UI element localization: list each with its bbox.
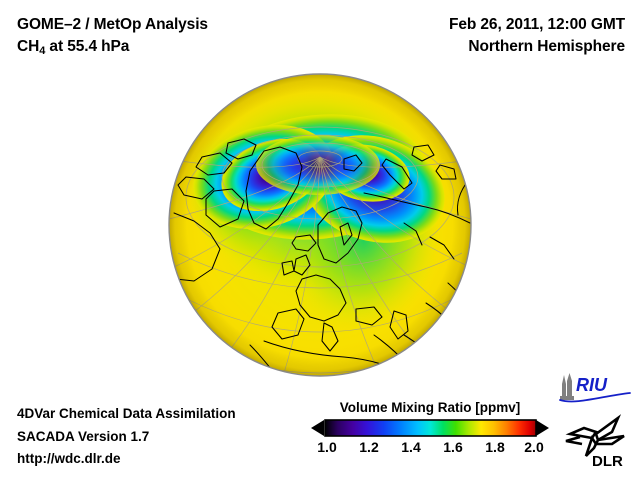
colorbar-band [325, 420, 536, 436]
species-name: CH [17, 38, 40, 55]
globe-outline [168, 73, 472, 377]
dlr-logo-svg: DLR [565, 414, 625, 470]
globe-field [169, 74, 471, 376]
footer-info: 4DVar Chemical Data Assimilation SACADA … [17, 403, 236, 471]
colorbar-arrow-right [536, 420, 549, 436]
colorbar-svg [311, 419, 549, 437]
globe-svg [168, 73, 472, 377]
colorbar-arrow-left [311, 420, 324, 436]
dlr-mark-icon [565, 414, 625, 457]
riu-wordmark: RIU [576, 375, 608, 395]
globe-map [168, 73, 472, 377]
pressure-level: at 55.4 hPa [45, 38, 130, 55]
version-label: SACADA Version 1.7 [17, 428, 150, 444]
colorbar-tick-1: 1.2 [359, 439, 379, 455]
dlr-logo: DLR [562, 414, 632, 472]
dlr-wordmark: DLR [592, 453, 623, 470]
riu-logo: RIU [556, 372, 632, 404]
colorbar-frame [324, 419, 537, 437]
colorbar-tick-4: 1.8 [485, 439, 505, 455]
species-level-label: CH4 at 55.4 hPa [17, 36, 347, 59]
colorbar: Volume Mixing Ratio [ppmv] [310, 400, 550, 459]
riu-logo-svg: RIU [559, 373, 631, 403]
riu-tower-icon [560, 373, 574, 400]
colorbar-tick-0: 1.0 [317, 439, 337, 455]
website-link[interactable]: http://wdc.dlr.de [17, 451, 121, 466]
riu-swoosh [559, 392, 631, 403]
header-right: Feb 26, 2011, 12:00 GMT Northern Hemisph… [295, 14, 625, 58]
species-subscript: 4 [39, 45, 46, 57]
colorbar-tick-3: 1.6 [443, 439, 463, 455]
colorbar-tick-5: 2.0 [524, 439, 544, 455]
colorbar-gradient [310, 418, 550, 438]
header-left: GOME–2 / MetOp Analysis CH4 at 55.4 hPa [17, 14, 347, 59]
colorbar-title: Volume Mixing Ratio [ppmv] [339, 400, 521, 415]
limb-shading [169, 74, 471, 376]
colorbar-tick-2: 1.4 [401, 439, 421, 455]
hemisphere-label: Northern Hemisphere [468, 38, 625, 55]
colorbar-ticklabels: 1.0 1.2 1.4 1.6 1.8 2.0 [310, 439, 550, 459]
timestamp-label: Feb 26, 2011, 12:00 GMT [448, 16, 625, 33]
instrument-title: GOME–2 / MetOp Analysis [17, 16, 208, 33]
method-label: 4DVar Chemical Data Assimilation [17, 406, 236, 421]
